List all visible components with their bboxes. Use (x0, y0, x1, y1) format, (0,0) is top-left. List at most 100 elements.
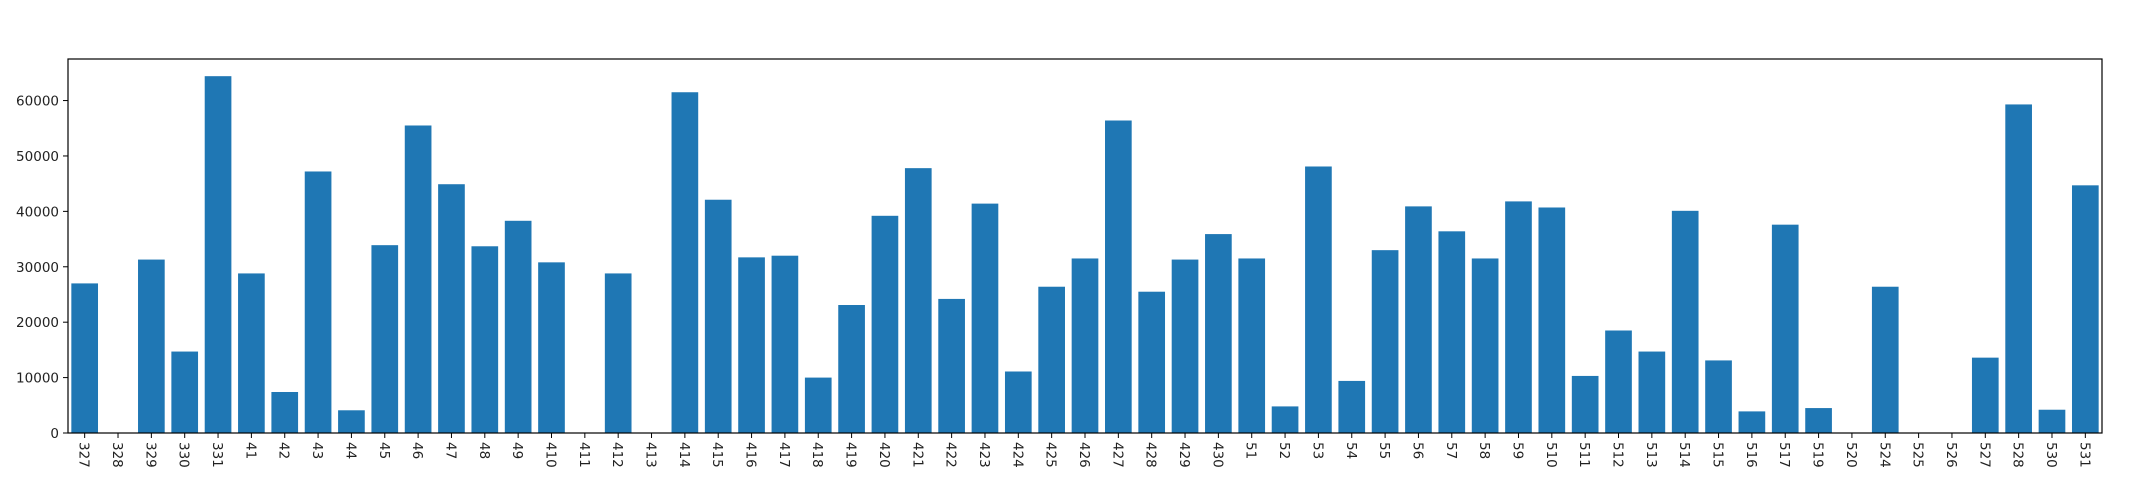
x-tick-label: 411 (576, 442, 592, 468)
x-tick-label: 53 (1309, 442, 1325, 459)
x-tick-label: 44 (342, 442, 358, 459)
y-tick-label: 60000 (16, 94, 59, 110)
x-tick-label: 410 (542, 442, 558, 468)
x-axis: 327 328 329 330 331 41 42 43 44 45 46 47 48 49 410 411 4… (76, 433, 2092, 468)
bar-510 (1538, 207, 1566, 433)
bar-48 (471, 246, 499, 433)
x-tick-label: 330 (176, 442, 192, 468)
x-tick-label: 424 (1009, 442, 1025, 468)
x-tick-label: 517 (1776, 442, 1792, 468)
x-tick-label: 56 (1409, 442, 1425, 459)
x-tick-label: 427 (1109, 442, 1125, 468)
bar-430 (1205, 234, 1232, 433)
x-tick-label: 45 (376, 442, 392, 459)
x-tick-label: 530 (2043, 442, 2059, 468)
bar-55 (1371, 250, 1399, 433)
bar-42 (271, 391, 299, 433)
x-tick-label: 519 (1810, 442, 1826, 468)
bar-46 (404, 125, 432, 433)
bar-51 (1238, 258, 1266, 433)
bar-59 (1505, 201, 1532, 433)
x-tick-label: 331 (209, 442, 225, 468)
x-tick-label: 55 (1376, 442, 1392, 459)
y-axis: 0 10000 20000 30000 40000 50000 60000 (16, 94, 68, 442)
bar-422 (938, 298, 965, 433)
x-tick-label: 430 (1209, 442, 1225, 468)
bar-524 (1871, 286, 1899, 433)
bar-511 (1571, 375, 1599, 433)
x-tick-label: 422 (943, 442, 959, 468)
x-tick-label: 41 (242, 442, 258, 459)
plot-frame (67, 58, 2103, 434)
x-tick-label: 526 (1943, 442, 1959, 468)
x-tick-label: 426 (1076, 442, 1092, 468)
bar-528 (2005, 104, 2032, 433)
bar-54 (1338, 380, 1366, 433)
x-tick-label: 513 (1643, 442, 1659, 468)
x-tick-label: 515 (1710, 442, 1726, 468)
y-tick-label: 30000 (16, 260, 59, 276)
bar-513 (1638, 351, 1666, 433)
bar-517 (1771, 224, 1799, 433)
bar-415 (704, 199, 732, 433)
x-tick-label: 423 (976, 442, 992, 468)
x-tick-label: 58 (1476, 442, 1492, 459)
y-tick-label: 20000 (16, 315, 59, 331)
bars-group (71, 76, 2099, 434)
x-tick-label: 416 (743, 442, 759, 468)
x-tick-label: 417 (776, 442, 792, 468)
x-tick-label: 520 (1843, 442, 1859, 468)
x-tick-label: 511 (1576, 442, 1592, 468)
bar-47 (438, 184, 465, 433)
bar-57 (1438, 231, 1466, 433)
x-tick-label: 527 (1976, 442, 1992, 468)
bar-414 (671, 92, 699, 433)
x-tick-label: 415 (709, 442, 725, 468)
bar-412 (604, 273, 632, 433)
x-tick-label: 327 (76, 442, 92, 468)
bar-41 (238, 273, 265, 433)
x-tick-label: 54 (1343, 442, 1359, 459)
bar-410 (538, 262, 565, 433)
x-tick-label: 419 (843, 442, 859, 468)
x-tick-label: 414 (676, 442, 692, 468)
x-tick-label: 57 (1443, 442, 1459, 459)
bar-330 (171, 351, 199, 433)
x-tick-label: 531 (2076, 442, 2092, 468)
bar-417 (771, 255, 799, 433)
bar-515 (1705, 360, 1732, 433)
x-tick-label: 47 (442, 442, 458, 459)
x-tick-label: 51 (1243, 442, 1259, 459)
y-tick-label: 10000 (16, 371, 59, 387)
bar-427 (1105, 120, 1132, 433)
bar-516 (1738, 411, 1766, 433)
x-tick-label: 514 (1676, 442, 1692, 468)
bar-44 (338, 410, 365, 433)
bar-514 (1671, 210, 1699, 433)
bar-43 (304, 171, 332, 433)
bar-331 (204, 76, 232, 433)
x-tick-label: 413 (643, 442, 659, 468)
bar-58 (1471, 258, 1499, 433)
bar-423 (971, 203, 999, 433)
bar-419 (838, 305, 865, 433)
x-tick-label: 42 (276, 442, 292, 459)
x-tick-label: 420 (876, 442, 892, 468)
bar-527 (1971, 357, 1999, 433)
bar-421 (904, 168, 932, 433)
x-tick-label: 46 (409, 442, 425, 459)
x-tick-label: 328 (109, 442, 125, 468)
x-tick-label: 329 (142, 442, 158, 468)
x-tick-label: 512 (1610, 442, 1626, 468)
x-tick-label: 43 (309, 442, 325, 459)
x-tick-label: 528 (2010, 442, 2026, 468)
x-tick-label: 425 (1043, 442, 1059, 468)
y-tick-label: 50000 (16, 149, 59, 165)
x-tick-label: 418 (809, 442, 825, 468)
bar-531 (2071, 185, 2099, 433)
x-tick-label: 428 (1143, 442, 1159, 468)
bar-424 (1004, 371, 1032, 433)
x-tick-label: 48 (476, 442, 492, 459)
x-tick-label: 516 (1743, 442, 1759, 468)
